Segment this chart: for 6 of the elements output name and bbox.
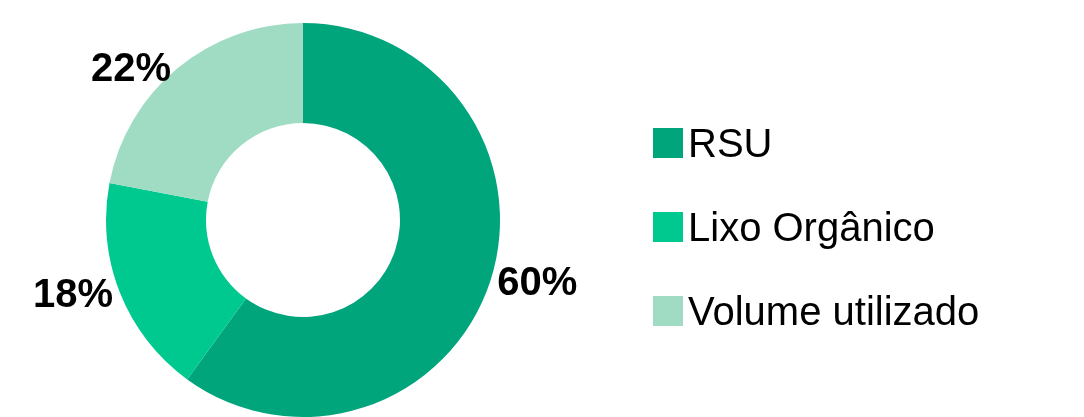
data-label: 18% bbox=[32, 271, 113, 316]
legend-label: Volume utilizado bbox=[688, 289, 980, 333]
legend-label: Lixo Orgânico bbox=[688, 205, 935, 249]
data-label: 22% bbox=[91, 44, 172, 89]
data-label: 60% bbox=[497, 259, 578, 304]
legend-label: RSU bbox=[688, 121, 773, 165]
